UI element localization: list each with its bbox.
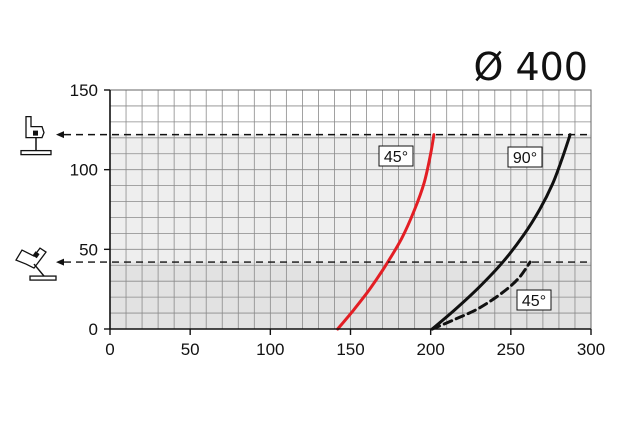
- x-tick-label: 300: [577, 340, 605, 359]
- reference-arrowhead-0: [56, 258, 64, 266]
- icon-motor: [15, 247, 47, 269]
- chart-title: Ø 400: [473, 45, 588, 89]
- reference-arrowhead-1: [56, 131, 64, 139]
- x-tick-label: 50: [181, 340, 200, 359]
- x-tick-label: 250: [497, 340, 525, 359]
- icon-base: [20, 149, 52, 156]
- icon-mark: [32, 251, 40, 259]
- x-tick-label: 150: [336, 340, 364, 359]
- x-tick-label: 200: [416, 340, 444, 359]
- series-label-45-red: 45°: [384, 149, 408, 166]
- series-45-red-line: [336, 133, 436, 331]
- icon-motor: [25, 115, 45, 139]
- series-label-45-red-box: [378, 145, 414, 167]
- series-label-90-box: [507, 146, 543, 168]
- tilted-blade-machine-icon: [15, 247, 57, 281]
- series-label-45-dashed: 45°: [522, 293, 546, 310]
- series-label-90: 90°: [513, 150, 537, 167]
- vertical-blade-machine-icon: [20, 115, 52, 156]
- icon-mark: [33, 130, 38, 136]
- series-90-black-line: [430, 133, 572, 331]
- x-tick-label: 0: [105, 340, 114, 359]
- x-tick-label: 100: [256, 340, 284, 359]
- y-tick-label: 50: [79, 240, 98, 259]
- series-label-45-dashed-box: [516, 289, 552, 311]
- icon-base: [29, 275, 57, 281]
- series-45-black-dashed-line: [430, 260, 532, 331]
- y-tick-label: 100: [70, 161, 98, 180]
- y-tick-label: 150: [70, 81, 98, 100]
- y-tick-label: 0: [89, 320, 98, 339]
